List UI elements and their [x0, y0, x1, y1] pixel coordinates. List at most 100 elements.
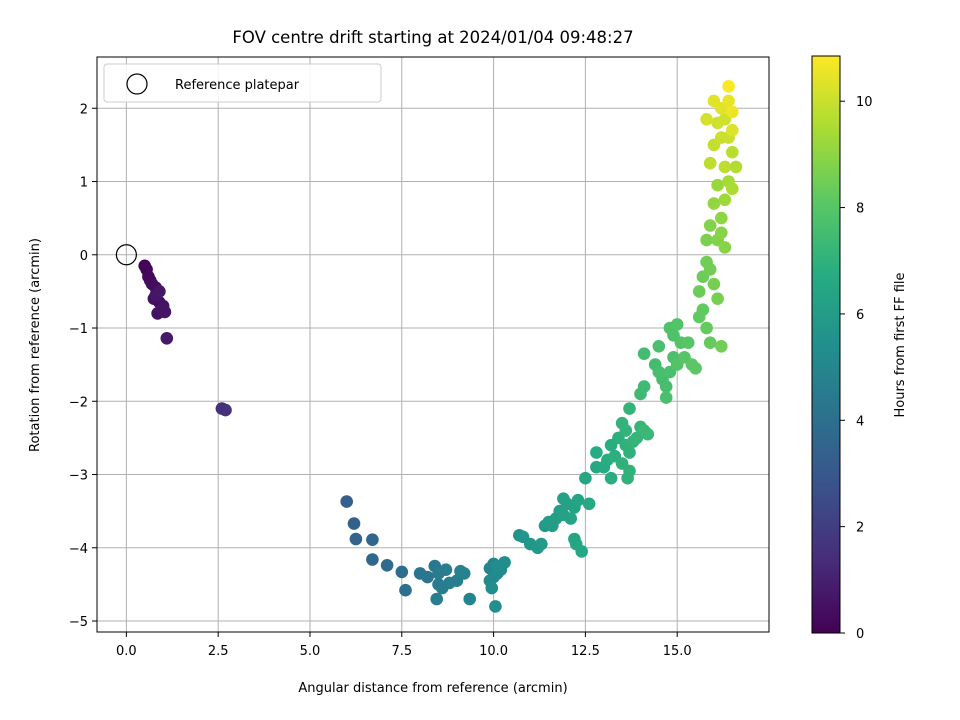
y-tick-label: −2 [69, 395, 88, 410]
legend: Reference platepar [103, 63, 382, 103]
data-point [366, 533, 379, 546]
y-tick-label: −1 [69, 322, 88, 337]
data-point [652, 340, 666, 353]
x-tick-label: 7.5 [391, 644, 412, 659]
x-tick-label: 15.0 [663, 644, 692, 659]
data-point [703, 336, 717, 350]
y-tick-label: 1 [80, 176, 88, 191]
data-point [718, 160, 732, 174]
data-point [432, 567, 445, 580]
x-tick-label: 0.0 [116, 644, 137, 659]
data-point [535, 537, 548, 551]
data-point [718, 241, 732, 254]
data-point [623, 464, 636, 478]
data-point [670, 318, 684, 331]
y-tick-label: 0 [80, 249, 88, 264]
data-point [579, 471, 592, 485]
data-point [692, 285, 706, 298]
data-point [366, 553, 379, 566]
data-point [590, 446, 603, 459]
reference-point-marker [115, 244, 137, 266]
colorbar-gradient [811, 55, 841, 634]
data-point [582, 497, 596, 511]
data-point [700, 233, 713, 247]
colorbar-tick-label: 4 [856, 414, 864, 429]
data-point [463, 592, 477, 606]
y-tick-label: −3 [69, 469, 88, 484]
y-tick-label: −5 [69, 615, 88, 630]
data-point [564, 512, 577, 525]
colorbar-tick-label: 2 [856, 521, 864, 536]
data-point [623, 402, 636, 415]
data-point [557, 492, 570, 506]
data-point [219, 403, 232, 417]
data-point [685, 358, 699, 371]
data-point [726, 182, 739, 196]
data-point [604, 471, 618, 485]
data-point [399, 583, 412, 597]
data-point [347, 517, 361, 530]
colorbar-label: Hours from first FF file [893, 272, 908, 417]
data-point [457, 567, 471, 580]
data-point [696, 303, 710, 317]
data-point [489, 600, 502, 613]
data-point [491, 559, 504, 573]
y-tick-label: −4 [69, 542, 88, 557]
data-point [641, 427, 655, 441]
data-points [115, 80, 743, 613]
data-point [430, 592, 444, 606]
colorbar-ticks: 0 2 4 6 8 10 [840, 95, 873, 642]
y-tick-label: 2 [80, 102, 88, 117]
data-point [703, 263, 717, 276]
data-point [726, 105, 739, 119]
data-point [700, 113, 713, 126]
data-point [395, 565, 409, 579]
data-point [715, 226, 728, 240]
colorbar-tick-label: 8 [856, 202, 864, 217]
y-axis-ticks: −5 −4 −3 −2 −1 0 1 2 [69, 102, 97, 630]
data-point [571, 493, 585, 507]
colorbar: 0 2 4 6 8 10 Hours from first FF file [811, 55, 908, 642]
data-point [726, 123, 739, 137]
data-point [700, 321, 713, 335]
data-point [160, 332, 174, 345]
data-point [715, 340, 728, 353]
data-point [380, 559, 394, 572]
x-axis-label: Angular distance from reference (arcmin) [298, 681, 567, 696]
colorbar-tick-label: 6 [856, 308, 864, 323]
x-axis-ticks: 0.0 2.5 5.0 7.5 10.0 12.5 15.0 [116, 632, 692, 659]
data-point [715, 211, 728, 225]
data-point [726, 145, 739, 159]
legend-label: Reference platepar [175, 78, 300, 93]
data-point [711, 292, 724, 306]
plot-frame [96, 56, 770, 633]
data-point [718, 193, 732, 207]
data-point [421, 570, 434, 584]
data-point [619, 424, 633, 437]
data-point [681, 336, 695, 350]
colorbar-tick-label: 10 [856, 95, 873, 110]
data-point [349, 532, 363, 546]
data-point [637, 380, 651, 393]
data-point [722, 80, 735, 93]
data-point [722, 94, 735, 108]
data-point [703, 219, 717, 232]
data-point [729, 160, 743, 174]
data-point [659, 391, 673, 404]
data-point [659, 380, 673, 393]
chart-title: FOV centre drift starting at 2024/01/04 … [232, 28, 633, 47]
data-point [711, 178, 724, 192]
data-point [485, 581, 499, 595]
y-axis-label: Rotation from reference (arcmin) [28, 238, 43, 452]
x-tick-label: 12.5 [571, 644, 600, 659]
grid-lines [97, 57, 769, 632]
data-point [707, 197, 721, 210]
data-point [340, 495, 354, 508]
data-point [155, 303, 168, 317]
x-tick-label: 5.0 [300, 644, 321, 659]
data-point [153, 285, 166, 298]
data-point [703, 156, 717, 170]
data-point [623, 446, 636, 459]
x-tick-label: 10.0 [479, 644, 508, 659]
